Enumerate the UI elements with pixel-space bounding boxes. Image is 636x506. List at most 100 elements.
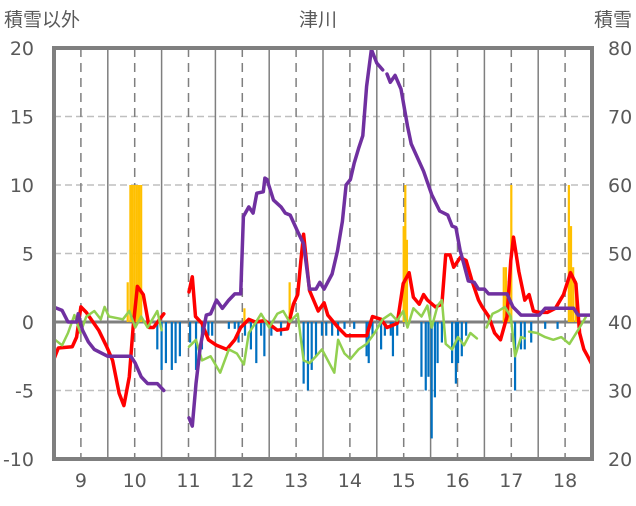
negative-bar xyxy=(380,322,383,350)
right-axis-label: 積雪 xyxy=(594,9,632,31)
positive-bar xyxy=(131,185,134,322)
y-tick-right: 60 xyxy=(608,175,632,197)
positive-bar xyxy=(402,226,405,322)
negative-bar xyxy=(260,322,263,336)
y-tick-left: 0 xyxy=(22,312,34,334)
series-line-green xyxy=(527,315,588,346)
negative-bar xyxy=(174,322,177,364)
negative-bar xyxy=(320,322,324,336)
negative-bar xyxy=(306,322,310,391)
negative-bar xyxy=(371,322,374,336)
negative-bar xyxy=(189,322,192,343)
positive-bar xyxy=(133,185,136,322)
negative-bar xyxy=(430,322,433,439)
negative-bar xyxy=(194,322,198,370)
positive-bar xyxy=(572,267,575,322)
negative-bar xyxy=(211,322,214,336)
negative-bar xyxy=(331,322,334,336)
y-tick-right: 30 xyxy=(608,381,632,403)
negative-bar xyxy=(156,322,159,350)
negative-bar xyxy=(243,322,247,336)
series-line-green xyxy=(485,305,527,358)
positive-bar xyxy=(288,282,291,322)
positive-bar xyxy=(243,308,246,322)
negative-bar xyxy=(523,322,526,350)
positive-bar xyxy=(137,185,141,322)
series-line-red xyxy=(187,232,594,367)
negative-bar xyxy=(233,322,236,329)
negative-bar xyxy=(519,322,523,350)
x-tick: 13 xyxy=(284,470,308,492)
negative-bar xyxy=(325,322,328,336)
x-tick: 14 xyxy=(338,470,362,492)
negative-bar xyxy=(391,322,395,357)
negative-bar xyxy=(460,322,463,357)
y-tick-right: 80 xyxy=(608,38,632,60)
series-line-green xyxy=(187,298,479,374)
negative-bar xyxy=(456,322,460,364)
negative-bar xyxy=(263,322,266,357)
positive-bar xyxy=(567,185,570,322)
negative-bar xyxy=(433,322,437,398)
negative-bar xyxy=(164,322,168,364)
negative-bar xyxy=(178,322,181,357)
positive-bar xyxy=(126,282,129,322)
y-tick-right: 70 xyxy=(608,107,632,129)
negative-bar xyxy=(544,322,547,329)
series-line-red xyxy=(52,284,166,408)
y-tick-left: -10 xyxy=(3,449,34,471)
positive-bar xyxy=(405,239,409,322)
left-axis-label: 積雪以外 xyxy=(4,9,80,31)
negative-bar xyxy=(427,322,430,377)
x-tick: 16 xyxy=(445,470,469,492)
x-tick: 12 xyxy=(230,470,254,492)
negative-bar xyxy=(365,322,368,357)
y-tick-right: 50 xyxy=(608,244,632,266)
negative-bar xyxy=(314,322,318,357)
negative-bar xyxy=(556,322,559,329)
y-tick-left: 10 xyxy=(10,175,34,197)
negative-bar xyxy=(396,322,399,336)
negative-bar xyxy=(424,322,427,391)
positive-bar xyxy=(404,185,407,322)
x-tick: 9 xyxy=(75,470,87,492)
positive-bar xyxy=(135,185,138,322)
x-tick: 17 xyxy=(499,470,523,492)
negative-bar xyxy=(227,322,230,329)
series-line-snow xyxy=(53,305,166,393)
negative-bar xyxy=(436,322,439,364)
negative-bar xyxy=(451,322,454,364)
negative-bar xyxy=(465,322,468,336)
negative-bar xyxy=(270,322,273,336)
y-tick-left: -5 xyxy=(15,381,34,403)
positive-bar xyxy=(140,185,143,322)
negative-bar xyxy=(310,322,313,370)
negative-bar xyxy=(207,322,210,336)
negative-bar xyxy=(440,322,443,343)
y-tick-right: 20 xyxy=(608,449,632,471)
positive-bar xyxy=(129,185,132,322)
plot-frame xyxy=(52,46,594,461)
negative-bar xyxy=(343,322,346,329)
series-line-snow xyxy=(187,47,385,428)
negative-bar xyxy=(420,322,423,377)
y-tick-right: 40 xyxy=(608,312,632,334)
y-tick-left: 20 xyxy=(10,38,34,60)
series-line-snow xyxy=(385,72,594,317)
negative-bar xyxy=(170,322,173,370)
x-tick: 18 xyxy=(553,470,577,492)
x-tick: 11 xyxy=(176,470,200,492)
x-tick: 10 xyxy=(123,470,147,492)
y-tick-left: 15 xyxy=(10,107,34,129)
x-tick: 15 xyxy=(392,470,416,492)
negative-bar xyxy=(249,322,253,350)
chart-title: 津川 xyxy=(299,9,337,31)
negative-bar xyxy=(389,322,392,336)
negative-bar xyxy=(353,322,356,329)
negative-bar xyxy=(255,322,258,364)
negative-bar xyxy=(454,322,457,384)
negative-bar xyxy=(383,322,386,336)
negative-bar xyxy=(160,322,163,370)
y-tick-left: 5 xyxy=(22,244,34,266)
